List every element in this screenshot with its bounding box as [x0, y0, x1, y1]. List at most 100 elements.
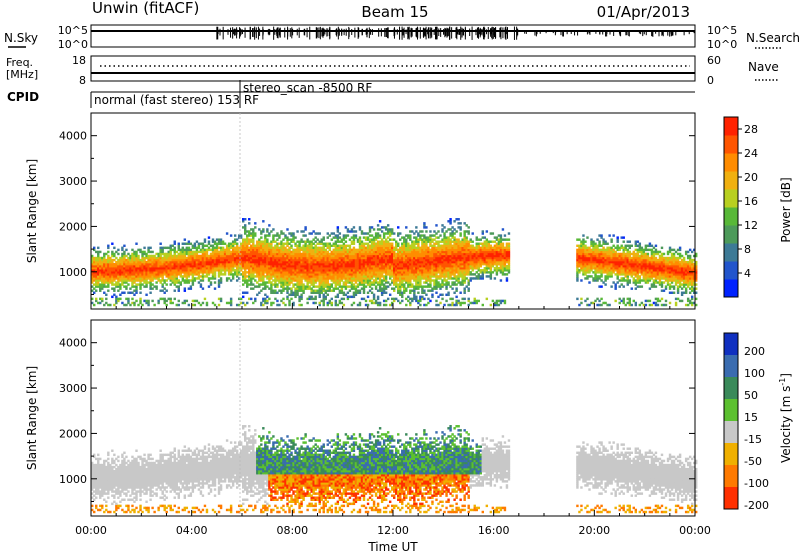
power-cell [461, 269, 464, 272]
power-cell [411, 262, 414, 266]
power-cell [165, 264, 168, 268]
power-cell [403, 285, 406, 288]
power-cell [453, 271, 456, 274]
power-cell [173, 269, 176, 272]
power-cell [183, 242, 187, 245]
power-cell [256, 244, 259, 248]
power-cell [197, 281, 201, 284]
power-cell [358, 269, 362, 272]
power-cell [401, 264, 404, 268]
power-cell [481, 254, 484, 258]
power-cell [388, 262, 392, 266]
power-cell [409, 275, 412, 278]
power-cell [477, 267, 480, 270]
power-cell [320, 242, 323, 245]
power-cell [99, 275, 102, 278]
power-cell [250, 271, 253, 274]
power-cell [264, 293, 267, 297]
power-cell [197, 275, 201, 278]
power-cell [399, 262, 402, 266]
power-cell [195, 269, 199, 272]
power-cell [324, 295, 327, 299]
power-cell [298, 264, 301, 268]
power-cell [248, 246, 251, 250]
power-cell [417, 234, 420, 237]
power-cell [419, 260, 422, 264]
power-cell [286, 236, 289, 239]
power-cell [358, 271, 362, 274]
power-cell [284, 277, 287, 280]
power-cell [487, 267, 491, 270]
power-cell [209, 269, 213, 272]
power-cell [477, 250, 480, 254]
power-cell [324, 281, 327, 284]
power-cell [415, 285, 418, 288]
power-cell [203, 262, 207, 266]
power-cell [447, 275, 450, 278]
power-cell [288, 277, 291, 280]
power-cell [181, 256, 185, 260]
power-cell [266, 230, 269, 233]
power-cell [223, 260, 227, 264]
power-cell [384, 275, 388, 278]
power-cell [342, 234, 346, 237]
power-cell [149, 279, 152, 282]
power-cell [161, 250, 164, 254]
power-cell [395, 252, 398, 256]
power-cell [479, 260, 482, 264]
power-cell [358, 226, 362, 229]
power-cell [360, 246, 364, 250]
power-cell [344, 267, 348, 270]
power-cell [378, 250, 382, 254]
power-cell [447, 269, 450, 272]
power-cell [362, 291, 366, 294]
power-cell [368, 240, 372, 243]
power-cell [386, 224, 390, 227]
power-cell [229, 242, 233, 245]
power-cell [473, 299, 476, 303]
power-cell [439, 285, 442, 288]
power-cell [254, 271, 257, 274]
power-cell [193, 303, 197, 307]
power-cell [459, 246, 462, 250]
power-cell [280, 250, 283, 254]
power-cell [244, 262, 247, 266]
power-cell [405, 244, 408, 248]
power-cell [330, 252, 333, 256]
power-cell [350, 303, 354, 307]
power-cell [354, 281, 358, 284]
power-cell [382, 277, 386, 280]
power-cell [227, 248, 231, 252]
power-cell [441, 273, 444, 276]
power-cell [235, 250, 239, 254]
power-cell [308, 264, 311, 268]
power-cell [415, 226, 418, 229]
power-cell [445, 299, 448, 303]
power-cell [328, 258, 331, 262]
power-cell [326, 267, 329, 270]
power-cell [425, 258, 428, 262]
power-cell [409, 269, 412, 272]
power-cell [415, 256, 418, 260]
power-cell [447, 283, 450, 286]
power-cell [191, 258, 195, 262]
power-cell [316, 238, 319, 241]
power-cell [187, 262, 191, 266]
power-cell [457, 275, 460, 278]
power-cell [376, 250, 380, 254]
power-cell [272, 301, 275, 305]
power-cell [225, 279, 229, 282]
power-cell [437, 256, 440, 260]
power-cell [397, 242, 400, 245]
beam-title: Beam 15 [361, 3, 428, 21]
power-cell [352, 277, 356, 280]
power-cell [280, 267, 283, 270]
power-cell [382, 271, 386, 274]
power-cell [125, 258, 128, 262]
power-cell [306, 246, 309, 250]
power-cell [483, 256, 487, 260]
power-cell [380, 293, 384, 297]
power-cell [459, 275, 462, 278]
power-cell [376, 301, 380, 305]
power-cell [427, 264, 430, 268]
